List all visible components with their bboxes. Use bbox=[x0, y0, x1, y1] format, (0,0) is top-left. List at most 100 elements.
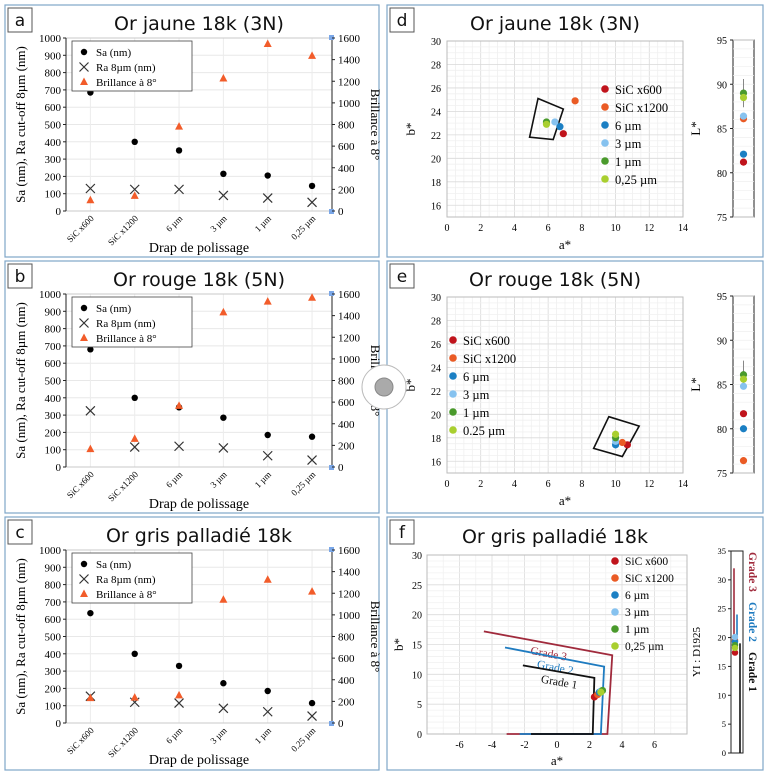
legend-marker bbox=[449, 426, 457, 434]
y2-tick-label: 800 bbox=[338, 632, 355, 644]
data-point-sa bbox=[131, 138, 138, 145]
y-tick-label: 28 bbox=[431, 316, 441, 327]
y2-tick-label: 1400 bbox=[338, 55, 361, 67]
y-tick-label: 10 bbox=[412, 670, 422, 681]
y2-tick-label: 0 bbox=[338, 718, 344, 730]
yi-tick-label: 20 bbox=[718, 633, 727, 643]
l-tick-label: 75 bbox=[717, 213, 727, 224]
color-zone-polygon bbox=[592, 415, 641, 458]
legend-label: 6 µm bbox=[463, 370, 490, 384]
data-point-ra bbox=[129, 184, 140, 195]
y2-tick-label: 1200 bbox=[338, 332, 361, 344]
x-tick-label: 14 bbox=[678, 223, 688, 234]
x-tick-label: 2 bbox=[587, 740, 592, 751]
data-point-brillance bbox=[263, 575, 272, 583]
corner-marker bbox=[329, 291, 334, 296]
legend-marker-ra bbox=[79, 318, 89, 328]
yi-grade-label: Grade 3 bbox=[746, 552, 758, 592]
l-data-point-3 bbox=[739, 112, 748, 120]
legend-label: 1 µm bbox=[615, 155, 642, 169]
plot-frame bbox=[446, 40, 684, 218]
y2-tick-label: 1000 bbox=[338, 610, 361, 622]
x-axis-title: a* bbox=[551, 753, 563, 768]
legend-label: 3 µm bbox=[615, 137, 642, 151]
y-axis-title: Sa (nm), Ra cut-off 8µm (nm) bbox=[13, 558, 28, 715]
y-tick-label: 900 bbox=[45, 50, 62, 62]
y2-tick-label: 1600 bbox=[338, 545, 361, 557]
l-tick-label: 85 bbox=[717, 125, 727, 136]
yi-data-point-5 bbox=[731, 644, 739, 652]
l-data-point-5 bbox=[739, 375, 748, 383]
data-point-sa bbox=[220, 680, 227, 687]
y2-tick-label: 1400 bbox=[338, 311, 361, 323]
legend-label: 3 µm bbox=[463, 388, 490, 402]
data-point-brillance bbox=[86, 444, 95, 453]
l-data-point-0 bbox=[739, 410, 748, 418]
y-tick-label: 100 bbox=[45, 189, 62, 201]
legend-marker-ra bbox=[79, 574, 89, 584]
y-tick-label: 1000 bbox=[39, 33, 62, 45]
data-point-brillance bbox=[219, 595, 228, 603]
panel-tag-c: c bbox=[15, 523, 24, 543]
l-data-point-5 bbox=[739, 93, 748, 102]
y2-tick-label: 600 bbox=[338, 141, 355, 153]
data-point-1 bbox=[618, 438, 626, 447]
y2-tick-label: 1000 bbox=[338, 354, 361, 366]
y-tick-label: 900 bbox=[45, 562, 62, 574]
yi-tick-label: 0 bbox=[722, 748, 726, 758]
y2-tick-label: 0 bbox=[338, 462, 344, 474]
data-point-ra bbox=[174, 698, 184, 709]
y-tick-label: 20 bbox=[412, 611, 422, 622]
y-tick-label: 30 bbox=[412, 551, 422, 562]
x-tick-label: -2 bbox=[520, 740, 528, 751]
legend-marker-sa bbox=[80, 48, 88, 56]
legend-label: SiC x600 bbox=[463, 334, 510, 348]
yi-tick-label: 35 bbox=[718, 546, 727, 556]
data-point-sa bbox=[308, 433, 316, 440]
data-point-ra bbox=[262, 450, 273, 461]
data-point-sa bbox=[264, 687, 271, 695]
x-tick-label: 6 bbox=[546, 223, 551, 234]
legend-label: 0.25 µm bbox=[463, 424, 505, 438]
y-tick-label: 200 bbox=[45, 427, 62, 439]
y-tick-label: 26 bbox=[431, 84, 441, 95]
l-data-point-1 bbox=[739, 457, 748, 465]
y-tick-label: 800 bbox=[45, 68, 62, 80]
corner-marker bbox=[329, 209, 334, 214]
chart-title-b: Or rouge 18k (5N) bbox=[113, 269, 285, 291]
y-tick-label: 15 bbox=[412, 641, 422, 652]
l-tick-label: 95 bbox=[717, 36, 727, 47]
yi-tick-label: 10 bbox=[718, 690, 727, 700]
legend-label: SiC x1200 bbox=[463, 352, 516, 366]
corner-marker bbox=[329, 547, 334, 552]
data-point-brillance bbox=[175, 122, 184, 130]
y-tick-label: 800 bbox=[45, 324, 62, 336]
data-point-brillance bbox=[219, 307, 228, 316]
x-tick-label: 12 bbox=[644, 223, 654, 234]
y-tick-label: 100 bbox=[45, 445, 62, 457]
x-tick-label: 4 bbox=[512, 479, 517, 490]
data-point-ra bbox=[85, 405, 96, 416]
data-point-ra bbox=[218, 703, 229, 714]
legend-box bbox=[71, 296, 193, 348]
y-axis-title: Sa (nm), Ra cut-off 8µm (nm) bbox=[13, 302, 28, 459]
legend-label: 6 µm bbox=[625, 590, 649, 602]
chart-title-e: Or rouge 18k (5N) bbox=[469, 269, 641, 291]
drag-handle[interactable] bbox=[361, 364, 407, 410]
chart-title-c: Or gris palladié 18k bbox=[106, 525, 292, 547]
x-axis-title: Drap de polissage bbox=[149, 497, 249, 512]
corner-marker bbox=[329, 465, 334, 470]
y2-tick-label: 1200 bbox=[338, 76, 361, 88]
legend-marker bbox=[449, 336, 457, 344]
y2-tick-label: 400 bbox=[338, 419, 355, 431]
data-point-sa bbox=[131, 394, 138, 401]
legend-label: Brillance à 8° bbox=[96, 333, 157, 345]
y-tick-label: 400 bbox=[45, 649, 62, 661]
panel-frame-d bbox=[386, 4, 764, 258]
y-tick-label: 22 bbox=[431, 131, 441, 142]
y-tick-label: 0 bbox=[56, 718, 62, 730]
x-tick-label: 6 bbox=[652, 740, 657, 751]
y-tick-label: 24 bbox=[431, 363, 441, 374]
l-tick-label: 95 bbox=[717, 292, 727, 303]
